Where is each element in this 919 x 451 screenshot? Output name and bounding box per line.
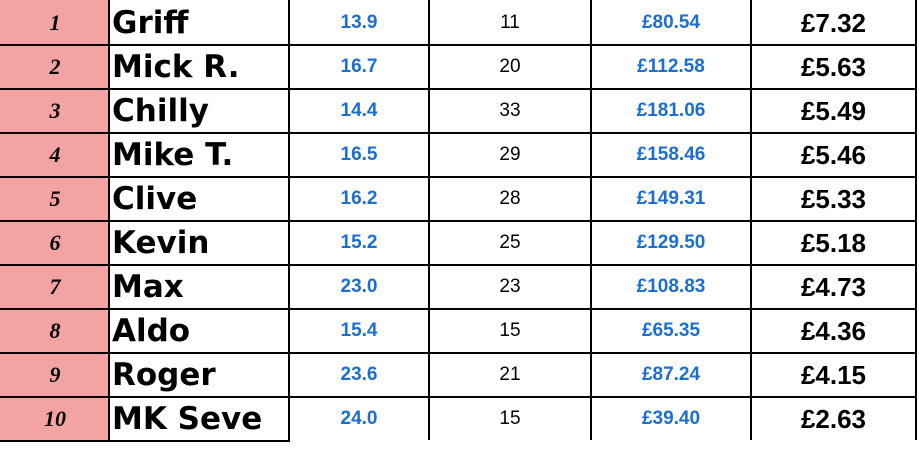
amount-cell: £149.31 [590,176,752,222]
amount-cell: £112.58 [590,44,752,90]
rank-cell: 10 [0,396,110,442]
table-row: 3 Chilly 14.4 33 £181.06 £5.49 [0,88,917,134]
player-name-cell: Roger [108,352,290,398]
value-cell-2: 28 [428,176,592,222]
table-row: 4 Mike T. 16.5 29 £158.46 £5.46 [0,132,917,178]
result-cell: £4.15 [750,352,917,398]
rank-cell: 5 [0,176,110,222]
table-row: 9 Roger 23.6 21 £87.24 £4.15 [0,352,917,398]
value-cell-2: 23 [428,264,592,310]
leaderboard-body: 1 Griff 13.9 11 £80.54 £7.32 2 Mick R. 16.7 20 £11… [0,0,917,442]
value-cell-2: 33 [428,88,592,134]
amount-cell: £158.46 [590,132,752,178]
player-name-cell: Griff [108,0,290,46]
amount-cell: £39.40 [590,396,752,442]
value-cell-1: 15.2 [288,220,430,266]
rank-cell: 7 [0,264,110,310]
player-name-cell: Max [108,264,290,310]
value-cell-1: 23.0 [288,264,430,310]
amount-cell: £65.35 [590,308,752,354]
table-row: 1 Griff 13.9 11 £80.54 £7.32 [0,0,917,46]
rank-cell: 1 [0,0,110,46]
amount-cell: £108.83 [590,264,752,310]
value-cell-2: 11 [428,0,592,46]
amount-cell: £80.54 [590,0,752,46]
result-cell: £7.32 [750,0,917,46]
value-cell-1: 23.6 [288,352,430,398]
result-cell: £5.33 [750,176,917,222]
table-row: 6 Kevin 15.2 25 £129.50 £5.18 [0,220,917,266]
table-row: 2 Mick R. 16.7 20 £112.58 £5.63 [0,44,917,90]
value-cell-1: 16.7 [288,44,430,90]
rank-cell: 8 [0,308,110,354]
result-cell: £4.36 [750,308,917,354]
player-name-cell: Aldo [108,308,290,354]
rank-cell: 2 [0,44,110,90]
player-name-cell: Kevin [108,220,290,266]
result-cell: £5.46 [750,132,917,178]
value-cell-1: 16.5 [288,132,430,178]
table-row: 7 Max 23.0 23 £108.83 £4.73 [0,264,917,310]
value-cell-1: 24.0 [288,396,430,442]
leaderboard-table: 1 Griff 13.9 11 £80.54 £7.32 2 Mick R. 16.7 20 £11… [0,0,917,442]
value-cell-2: 21 [428,352,592,398]
rank-cell: 3 [0,88,110,134]
rank-cell: 4 [0,132,110,178]
rank-cell: 6 [0,220,110,266]
value-cell-2: 20 [428,44,592,90]
value-cell-2: 25 [428,220,592,266]
player-name-cell: Chilly [108,88,290,134]
value-cell-2: 15 [428,396,592,442]
amount-cell: £87.24 [590,352,752,398]
player-name-cell: Mick R. [108,44,290,90]
result-cell: £5.18 [750,220,917,266]
table-row: 10 MK Seve 24.0 15 £39.40 £2.63 [0,396,917,442]
amount-cell: £181.06 [590,88,752,134]
value-cell-1: 14.4 [288,88,430,134]
player-name-cell: MK Seve [108,396,290,442]
value-cell-1: 16.2 [288,176,430,222]
result-cell: £2.63 [750,396,917,442]
result-cell: £4.73 [750,264,917,310]
result-cell: £5.49 [750,88,917,134]
result-cell: £5.63 [750,44,917,90]
table-row: 5 Clive 16.2 28 £149.31 £5.33 [0,176,917,222]
value-cell-2: 29 [428,132,592,178]
table-row: 8 Aldo 15.4 15 £65.35 £4.36 [0,308,917,354]
player-name-cell: Mike T. [108,132,290,178]
player-name-cell: Clive [108,176,290,222]
rank-cell: 9 [0,352,110,398]
amount-cell: £129.50 [590,220,752,266]
value-cell-2: 15 [428,308,592,354]
value-cell-1: 15.4 [288,308,430,354]
value-cell-1: 13.9 [288,0,430,46]
